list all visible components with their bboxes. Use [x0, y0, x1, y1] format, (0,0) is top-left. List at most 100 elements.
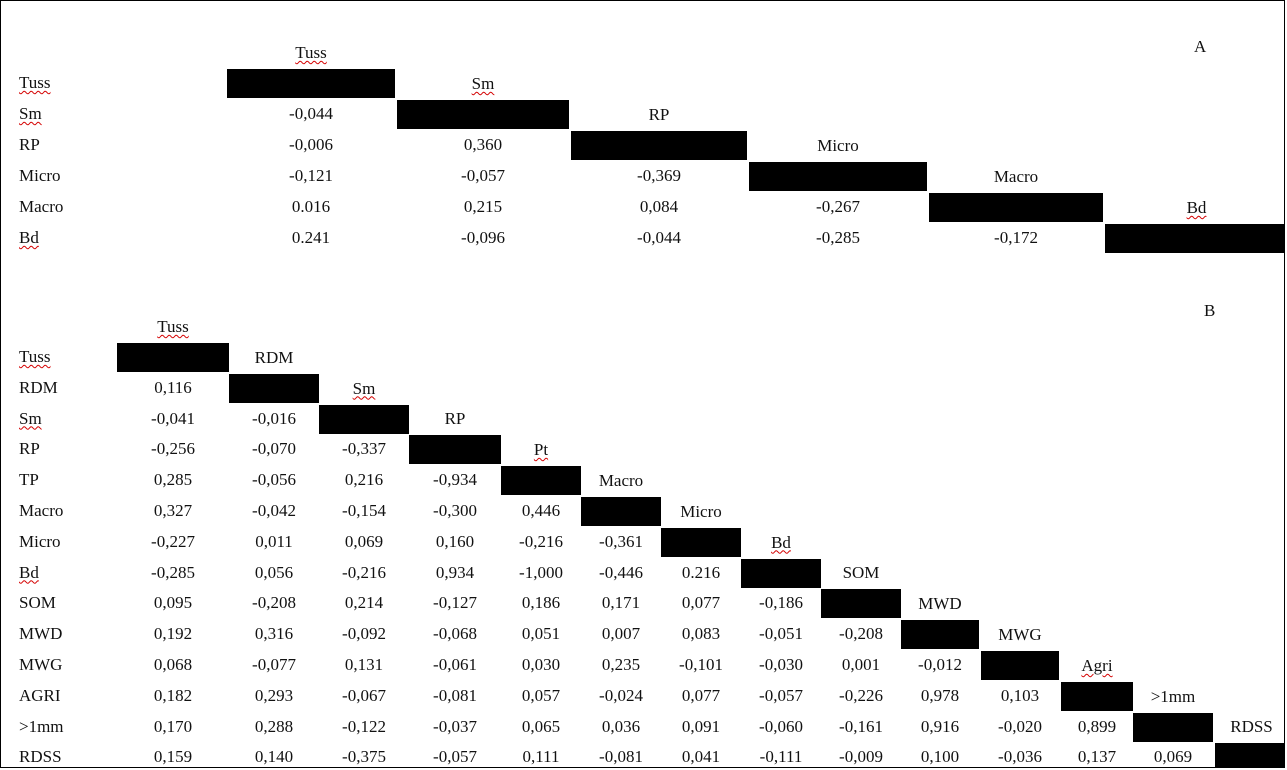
correlation-value: -0,009	[839, 747, 883, 767]
column-header: Agri	[1081, 655, 1113, 675]
column-header: MWD	[918, 594, 962, 614]
correlation-value: -0,057	[433, 747, 477, 767]
correlation-value: -0,216	[519, 531, 563, 551]
correlation-value: -0,060	[759, 716, 803, 736]
correlation-value: 0.241	[291, 228, 331, 247]
correlation-value: 0,051	[521, 624, 561, 644]
correlation-value: 0,316	[254, 624, 294, 644]
correlation-value: -0,127	[433, 593, 477, 613]
correlation-value: -0,226	[839, 685, 883, 705]
diagonal-block	[1061, 681, 1133, 711]
correlation-value: -0,934	[433, 470, 477, 490]
column-header: >1mm	[1150, 686, 1196, 706]
diagonal-block	[319, 404, 409, 434]
row-label: RDSS	[19, 747, 62, 767]
column-header: RDSS	[1230, 717, 1273, 737]
correlation-value: 0,077	[681, 593, 721, 613]
correlation-value: 0,069	[344, 531, 384, 551]
correlation-value: -0,256	[151, 439, 195, 459]
column-header: Tuss	[157, 317, 189, 336]
panel-label-a: A	[1194, 37, 1207, 56]
correlation-value: 0,288	[254, 716, 294, 736]
diagonal-block	[229, 373, 319, 403]
correlation-value: -0,057	[461, 166, 505, 185]
correlation-value: 0,057	[521, 685, 561, 705]
diagonal-block	[749, 162, 927, 191]
correlation-value: 0,159	[153, 747, 193, 767]
correlation-value: -0,096	[461, 228, 505, 247]
column-header: Sm	[352, 378, 376, 398]
correlation-value: 0.016	[291, 197, 331, 216]
correlation-value: -0,020	[998, 716, 1042, 736]
correlation-value: -0,361	[599, 531, 643, 551]
correlation-value: -0,070	[252, 439, 296, 459]
diagonal-block	[227, 69, 395, 98]
diagonal-block	[929, 193, 1103, 222]
correlation-value: -0,041	[151, 408, 195, 428]
correlation-value: 0,235	[601, 655, 641, 674]
diagonal-block	[901, 620, 979, 650]
row-label: Micro	[19, 531, 61, 551]
correlation-value: -0,016	[252, 408, 296, 428]
correlation-value: -0,056	[252, 470, 296, 490]
correlation-value: 0,036	[601, 716, 641, 736]
correlation-value: 0,171	[601, 593, 641, 613]
correlation-value: -0,092	[342, 624, 386, 644]
row-label: SOM	[19, 593, 56, 613]
correlation-value: -0,300	[433, 501, 477, 520]
diagonal-block	[397, 100, 569, 129]
diagonal-block	[1215, 743, 1284, 767]
correlation-value: -0,068	[433, 624, 477, 644]
correlation-value: -0,186	[759, 593, 803, 613]
correlation-value: 0,446	[521, 501, 561, 520]
correlation-value: -0,111	[759, 747, 803, 767]
correlation-value: 0,001	[841, 655, 881, 674]
correlation-value: 0,100	[920, 747, 960, 767]
correlation-value: -0,161	[839, 716, 883, 736]
correlation-value: 0,192	[153, 624, 193, 644]
correlation-value: 0,170	[153, 716, 193, 736]
correlation-value: -0,081	[599, 747, 643, 767]
row-label: Sm	[19, 408, 42, 428]
correlation-value: -0,030	[759, 655, 803, 674]
row-label: MWG	[19, 655, 63, 674]
row-label: Bd	[19, 228, 39, 247]
diagonal-block	[981, 651, 1059, 680]
diagonal-block	[1133, 712, 1213, 742]
correlation-value: 0,978	[920, 685, 960, 705]
row-label: Micro	[19, 166, 61, 185]
column-header: Sm	[471, 74, 495, 93]
column-header: RDM	[254, 347, 294, 367]
correlation-value: -0,012	[918, 655, 962, 674]
diagonal-block	[821, 589, 901, 619]
correlation-value: -0,036	[998, 747, 1042, 767]
row-label: >1mm	[19, 716, 64, 736]
correlation-value: 0,011	[255, 531, 293, 551]
correlation-value: -0,077	[252, 655, 296, 674]
correlation-value: 0,083	[681, 624, 721, 644]
correlation-value: 0,041	[681, 747, 721, 767]
correlation-value: -0,081	[433, 685, 477, 705]
diagonal-block	[117, 343, 229, 372]
correlation-value: -0,101	[679, 655, 723, 674]
column-header: SOM	[842, 563, 880, 583]
correlation-value: -0,172	[994, 228, 1038, 247]
row-label: Sm	[19, 104, 42, 123]
column-header: MWG	[998, 625, 1042, 644]
correlation-value: 0,069	[1153, 747, 1193, 767]
correlation-value: 0,293	[254, 685, 294, 705]
correlation-value: -0,121	[289, 166, 333, 185]
correlation-value: 0,285	[153, 470, 193, 490]
row-label: Macro	[19, 197, 64, 216]
column-header: RP	[444, 409, 466, 429]
diagonal-block	[741, 558, 821, 588]
correlation-value: 0,068	[153, 655, 193, 674]
correlation-value: -0,024	[599, 685, 643, 705]
row-label: RP	[19, 135, 40, 154]
correlation-value: -0,044	[637, 228, 681, 247]
diagonal-block	[571, 131, 747, 160]
correlation-value: 0,116	[154, 377, 192, 397]
correlation-value: 0,934	[435, 562, 475, 582]
row-label: Tuss	[19, 347, 51, 366]
